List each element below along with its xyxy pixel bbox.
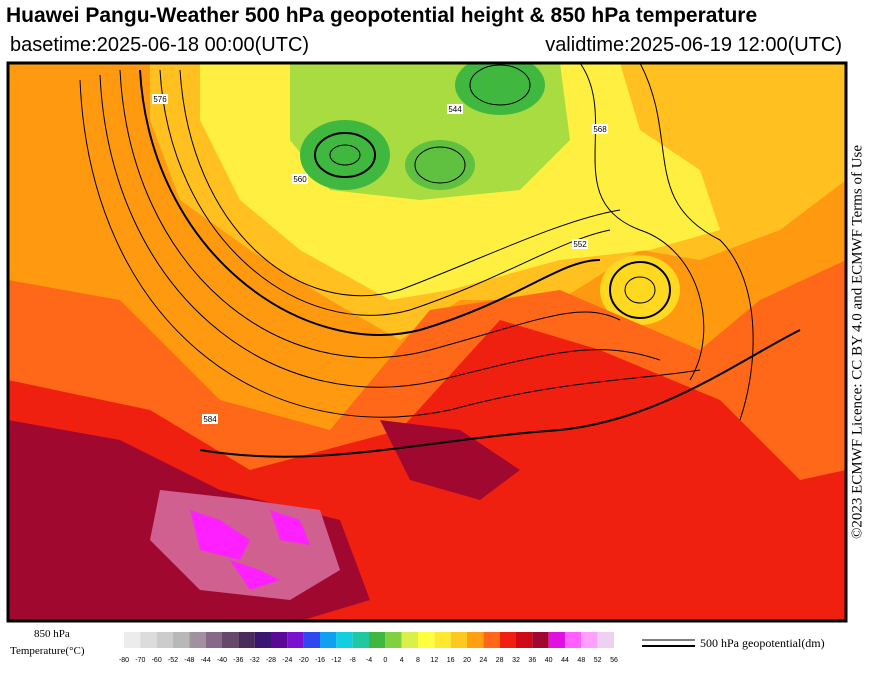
colorbar-tick-label: 44 [561,657,569,664]
colorbar-swatch [369,632,386,648]
contour-label-bg [592,124,608,134]
colorbar-swatch [565,632,582,648]
contour-label: 576 [153,95,167,104]
colorbar-swatch [287,632,304,648]
colorbar-swatch [499,632,516,648]
contour-label-bg [292,174,308,184]
colorbar-tick-label: -52 [168,657,178,664]
colorbar-swatch [140,632,157,648]
colorbar-swatch [254,632,271,648]
colorbar-tick-label: 24 [479,657,487,664]
colorbar-swatch [467,632,484,648]
colorbar-tick-label: 52 [594,657,602,664]
colorbar-tick-label: -36 [233,657,243,664]
colorbar-tick-label: -60 [152,657,162,664]
contour-label: 552 [573,240,587,249]
colorbar-tick-label: 32 [512,657,520,664]
colorbar-swatch [418,632,435,648]
contour-label: 568 [593,125,607,134]
colorbar-swatch [222,632,239,648]
colorbar-tick-label: 56 [610,657,618,664]
colorbar-tick-label: 16 [447,657,455,664]
colorbar-tick-label: 28 [496,657,504,664]
colorbar-swatch [336,632,353,648]
basetime: basetime:2025-06-18 00:00(UTC) [10,34,310,56]
colorbar-title: Temperature(°C) [10,645,85,657]
contour-label-bg [202,414,218,424]
colorbar-tick-label: -12 [331,657,341,664]
contour-label-bg [152,94,168,104]
colorbar-swatch [597,632,614,648]
colorbar-tick-label: -70 [135,657,145,664]
contour-label-bg [447,104,463,114]
colorbar-tick-label: 12 [430,657,438,664]
colorbar-swatch [581,632,598,648]
colorbar-tick-label: -24 [282,657,292,664]
colorbar-tick-label: -8 [350,657,356,664]
colorbar-swatch [205,632,222,648]
colorbar-tick-label: -16 [315,657,325,664]
colorbar-swatch [516,632,533,648]
colorbar-tick-label: 36 [528,657,536,664]
colorbar-title: 850 hPa [34,628,70,640]
colorbar-tick-label: 4 [400,657,404,664]
colorbar-swatch [303,632,320,648]
colorbar-tick-label: -32 [250,657,260,664]
title: Huawei Pangu-Weather 500 hPa geopotentia… [6,4,758,27]
contour-label: 560 [293,175,307,184]
colorbar-tick-label: -20 [299,657,309,664]
colorbar-tick-label: -80 [119,657,129,664]
colorbar-swatch [156,632,173,648]
map-frame [6,61,848,623]
validtime: validtime:2025-06-19 12:00(UTC) [545,34,842,56]
colorbar-swatch [450,632,467,648]
colorbar-tick-label: 20 [463,657,471,664]
colorbar-swatch [401,632,418,648]
contours [79,63,801,458]
colorbar-swatch [238,632,255,648]
colorbar-swatch [124,632,141,648]
colorbar-tick-label: -48 [184,657,194,664]
colorbar-tick-label: -28 [266,657,276,664]
colorbar-swatch [548,632,565,648]
colorbar-swatch [189,632,206,648]
contour-label: 584 [203,415,217,424]
contour-label: 544 [448,105,462,114]
colorbar-swatch [483,632,500,648]
colorbar-tick-label: 40 [545,657,553,664]
colorbar-tick-label: 8 [416,657,420,664]
colorbar-swatch [320,632,337,648]
colorbar-tick-label: 48 [577,657,585,664]
colorbar-swatch [173,632,190,648]
colorbar-tick-label: 0 [383,657,387,664]
copyright: ©2023 ECMWF Licence: CC BY 4.0 and ECMWF… [849,144,866,540]
line-legend: 500 hPa geopotential(dm) [700,636,825,650]
temperature-field [8,63,846,621]
colorbar-swatch [352,632,369,648]
colorbar-swatch [385,632,402,648]
colorbar-tick-label: -44 [201,657,211,664]
colorbar-tick-label: -40 [217,657,227,664]
contour-label-bg [572,239,588,249]
colorbar-tick-label: -4 [366,657,372,664]
colorbar-swatch [532,632,549,648]
colorbar-swatch [271,632,288,648]
colorbar-swatch [434,632,451,648]
